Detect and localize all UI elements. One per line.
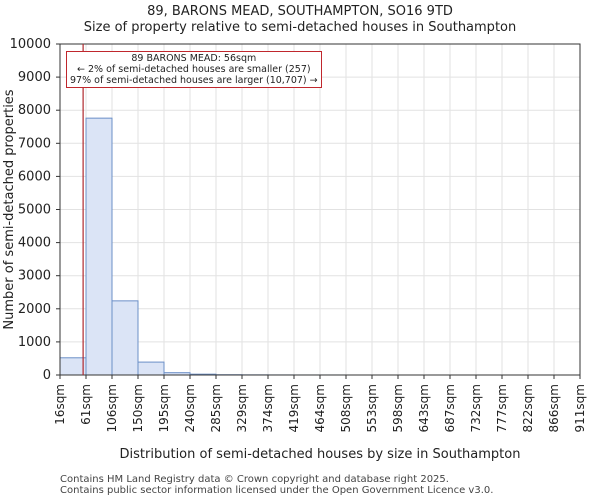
chart-subtitle: Size of property relative to semi-detach… [83, 20, 517, 35]
y-tick-label: 5000 [18, 203, 51, 218]
property-annotation: 89 BARONS MEAD: 56sqm ← 2% of semi-detac… [66, 51, 322, 88]
y-tick-label: 0 [43, 368, 51, 383]
x-tick-label: 195sqm [157, 384, 171, 432]
x-tick-label: 464sqm [313, 384, 327, 432]
x-tick-label: 16sqm [53, 384, 67, 425]
x-tick-label: 419sqm [287, 384, 301, 432]
annotation-line-1: 89 BARONS MEAD: 56sqm [131, 53, 257, 64]
x-tick-label: 553sqm [365, 384, 379, 432]
x-tick-label: 61sqm [79, 384, 93, 425]
y-tick-label: 3000 [18, 269, 51, 284]
histogram-bar [85, 117, 113, 376]
histogram-bar [137, 361, 165, 376]
footer-copyright: Contains HM Land Registry data © Crown c… [60, 474, 449, 485]
x-tick-label: 822sqm [521, 384, 535, 432]
y-tick-label: 2000 [18, 302, 51, 317]
x-tick-label: 106sqm [105, 384, 119, 432]
y-axis-label: Number of semi-detached properties [2, 89, 17, 329]
x-tick-label: 329sqm [235, 384, 249, 432]
y-tick-label: 7000 [18, 136, 51, 151]
x-tick-label: 150sqm [131, 384, 145, 432]
annotation-line-2: ← 2% of semi-detached houses are smaller… [77, 64, 311, 75]
x-tick-label: 374sqm [261, 384, 275, 432]
x-tick-label: 240sqm [183, 384, 197, 432]
x-axis-label: Distribution of semi-detached houses by … [120, 447, 521, 462]
y-tick-label: 6000 [18, 169, 51, 184]
x-tick-label: 687sqm [443, 384, 457, 432]
histogram-bar [59, 357, 87, 376]
x-tick-label: 777sqm [495, 384, 509, 432]
histogram-bar [111, 300, 139, 376]
y-tick-label: 9000 [18, 70, 51, 85]
annotation-line-3: 97% of semi-detached houses are larger (… [70, 75, 318, 86]
x-tick-label: 732sqm [469, 384, 483, 432]
chart-title: 89, BARONS MEAD, SOUTHAMPTON, SO16 9TD [147, 4, 453, 19]
x-tick-label: 508sqm [339, 384, 353, 432]
x-tick-label: 866sqm [547, 384, 561, 432]
y-tick-label: 1000 [18, 335, 51, 350]
y-tick-label: 4000 [18, 236, 51, 251]
x-tick-label: 598sqm [391, 384, 405, 432]
footer-licence: Contains public sector information licen… [60, 485, 494, 496]
y-tick-label: 10000 [10, 37, 51, 52]
x-tick-label: 285sqm [209, 384, 223, 432]
x-tick-label: 911sqm [573, 384, 587, 432]
y-tick-label: 8000 [18, 103, 51, 118]
x-tick-label: 643sqm [417, 384, 431, 432]
